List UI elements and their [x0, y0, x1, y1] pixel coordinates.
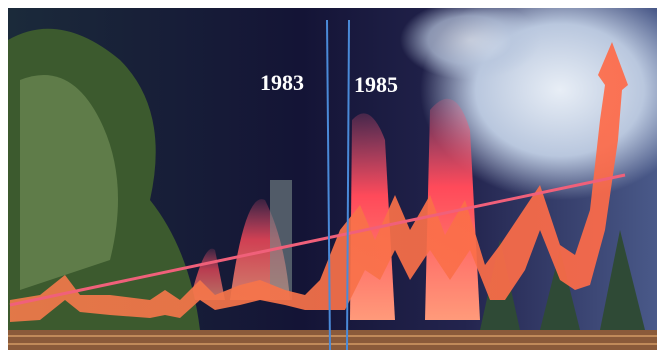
tree: [20, 75, 118, 290]
snag: [270, 180, 292, 300]
fence: [8, 330, 660, 350]
trend-line: [9, 173, 626, 307]
year-label: 1985: [354, 72, 398, 97]
fence-rail: [8, 335, 660, 345]
year-label: 1983: [260, 70, 304, 95]
trend-arrow: [10, 42, 628, 322]
smoke: [400, 0, 540, 80]
marker-line: [326, 19, 331, 351]
flame: [425, 98, 480, 320]
marker-line: [346, 19, 350, 351]
